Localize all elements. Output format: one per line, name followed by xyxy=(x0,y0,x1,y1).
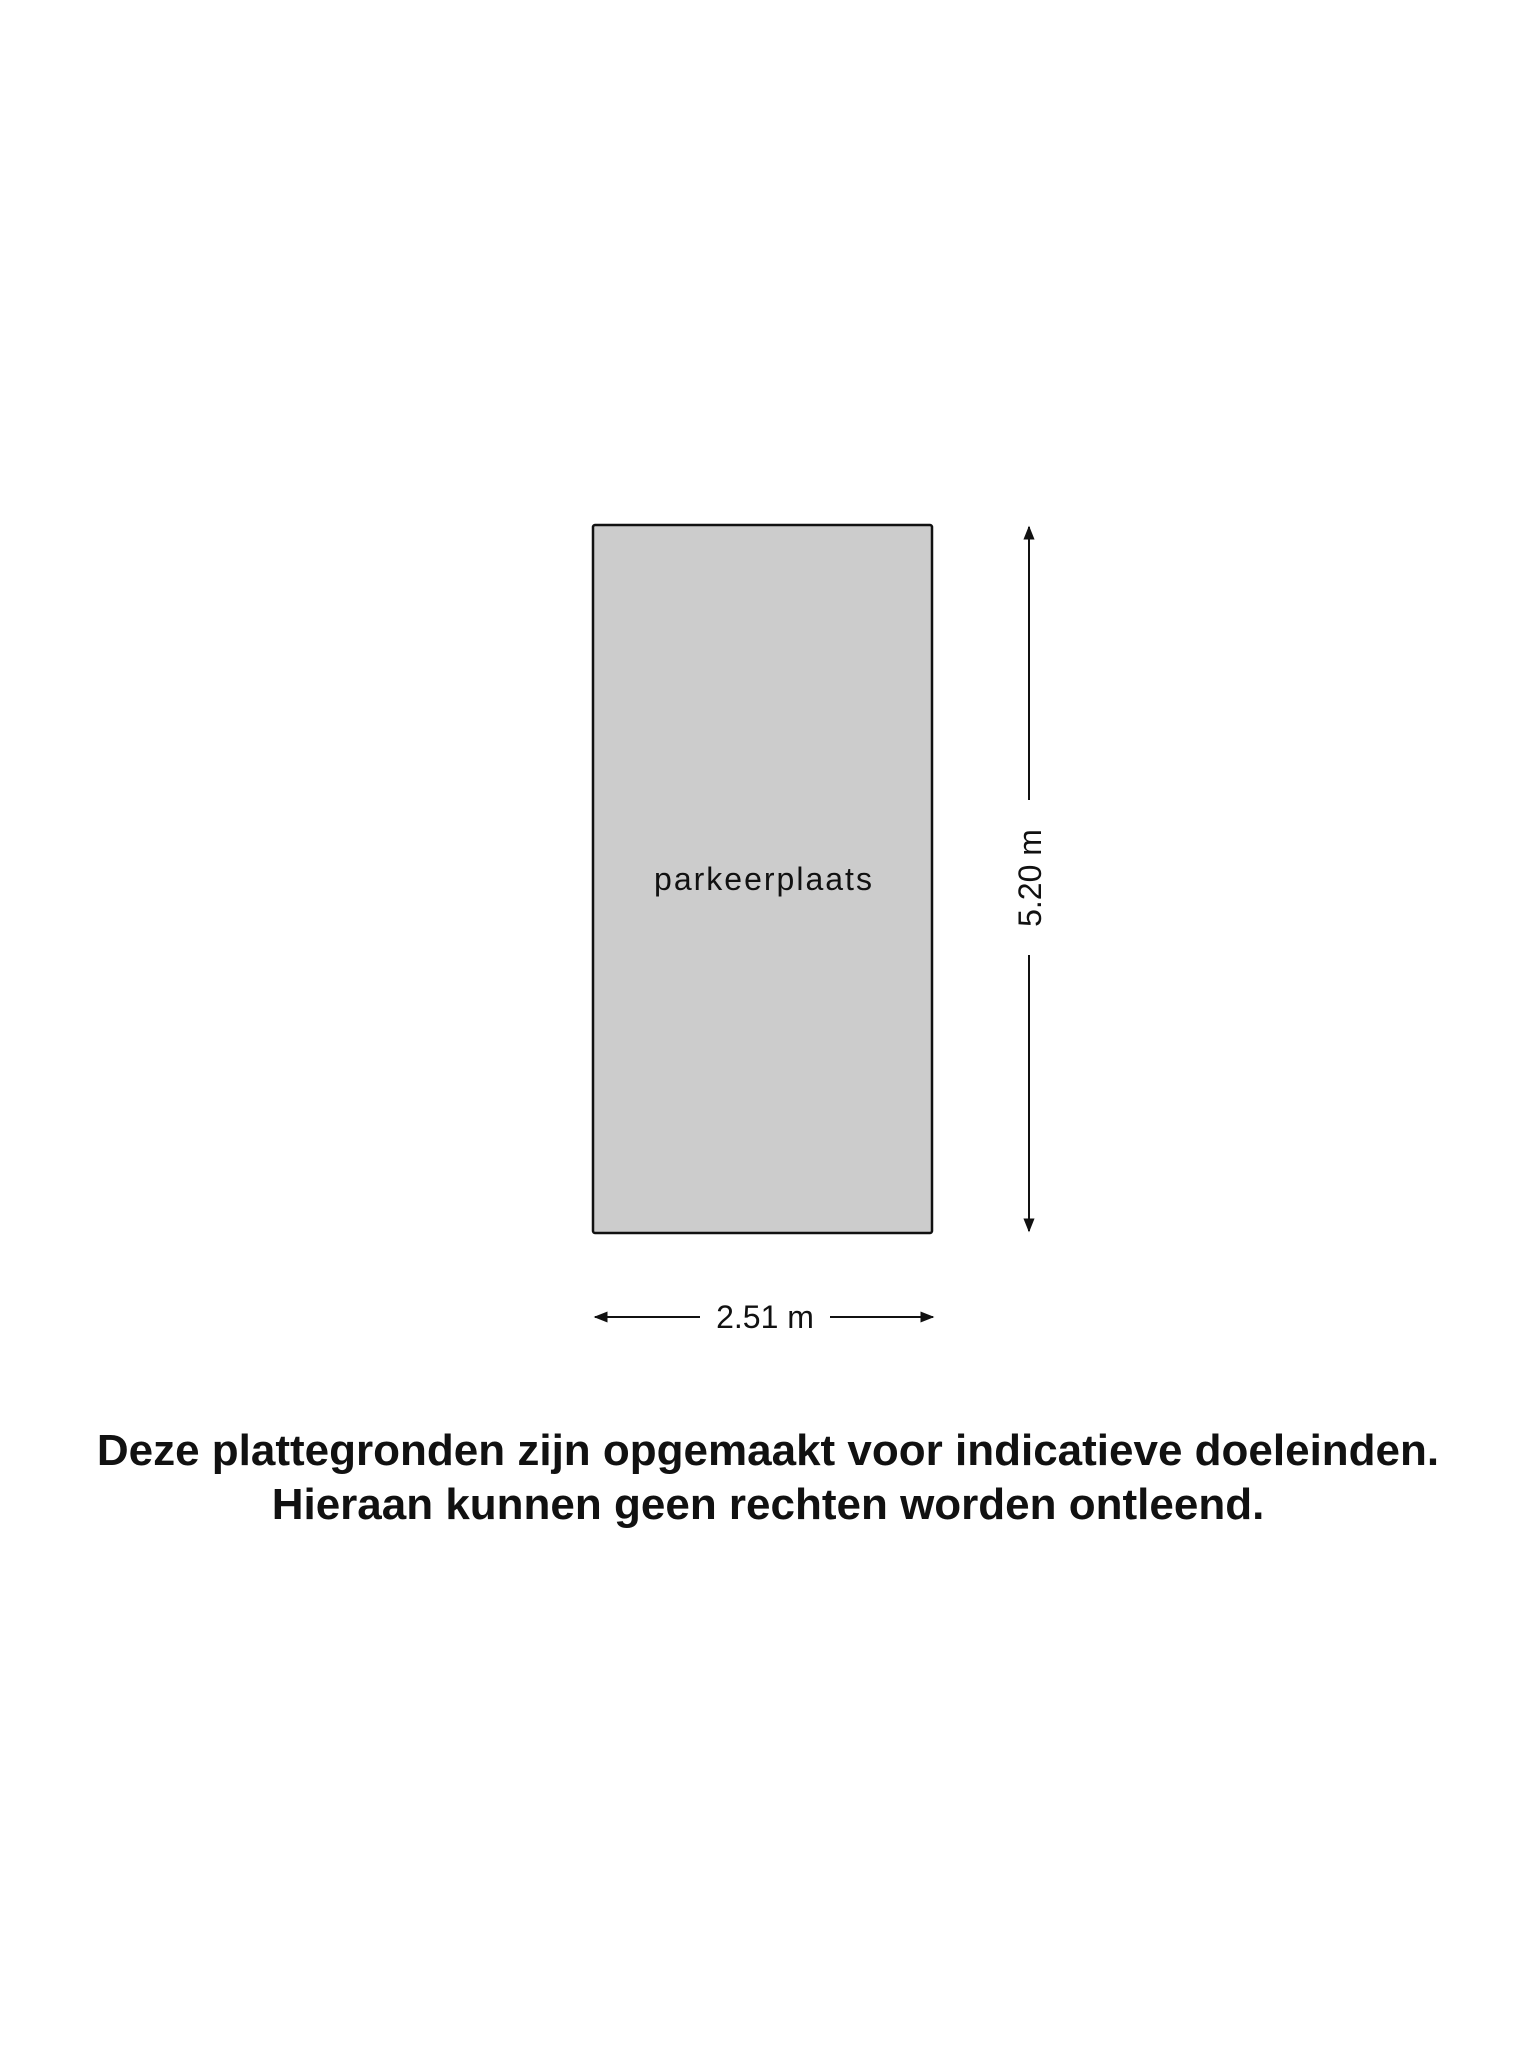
height-dimension-label: 5.20 m xyxy=(1012,829,1048,927)
disclaimer-line-1: Deze plattegronden zijn opgemaakt voor i… xyxy=(96,1426,1440,1475)
room-label: parkeerplaats xyxy=(654,861,874,897)
room-parkeerplaats xyxy=(591,523,934,1235)
width-dimension-label: 2.51 m xyxy=(716,1299,814,1335)
disclaimer-line-2: Hieraan kunnen geen rechten worden ontle… xyxy=(271,1480,1265,1529)
